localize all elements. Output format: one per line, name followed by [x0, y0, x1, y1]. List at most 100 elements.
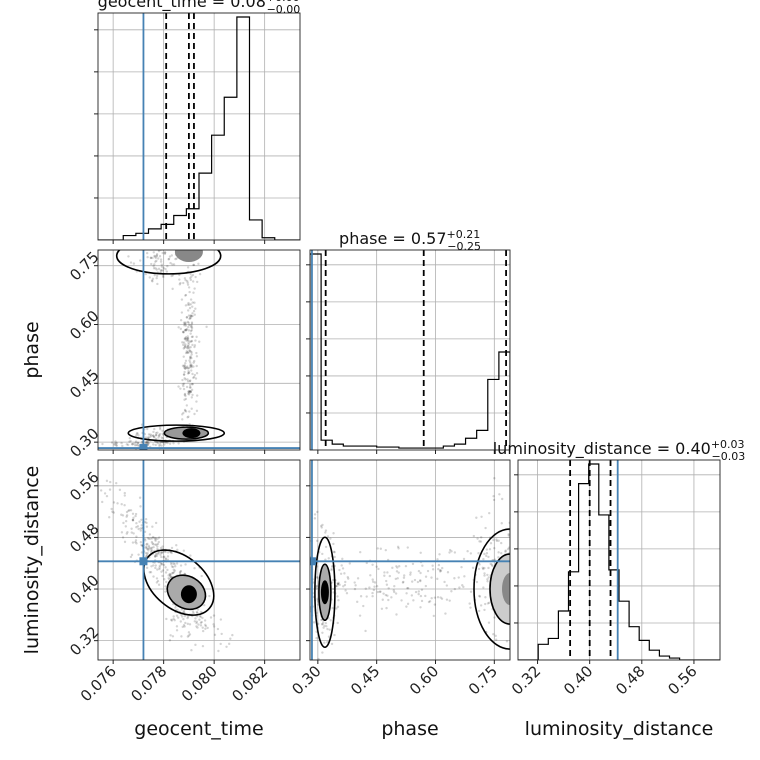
scatter-point — [375, 565, 378, 568]
scatter-point — [113, 442, 116, 445]
scatter-point — [493, 616, 496, 619]
scatter-point — [154, 555, 157, 558]
scatter-point — [513, 538, 515, 540]
scatter-point — [209, 616, 213, 619]
scatter-point — [332, 661, 334, 663]
scatter-point — [404, 564, 408, 568]
scatter-point — [161, 563, 164, 566]
scatter-point — [172, 615, 175, 618]
scatter-point — [193, 344, 197, 347]
scatter-point — [416, 580, 420, 584]
scatter-point — [183, 364, 186, 368]
scatter-point — [148, 571, 151, 574]
scatter-point — [194, 377, 198, 380]
reference-lines-layer — [98, 13, 619, 660]
scatter-point — [161, 429, 164, 433]
scatter-point — [193, 313, 196, 316]
scatter-point — [187, 321, 190, 324]
scatter-point — [204, 624, 208, 628]
scatter-point — [156, 547, 159, 551]
scatter-point — [151, 434, 155, 437]
scatter-point — [151, 280, 154, 283]
scatter-point — [441, 566, 444, 570]
scatter-point — [326, 627, 329, 631]
scatter-point — [186, 616, 189, 620]
scatter-point — [153, 273, 156, 277]
scatter-point — [150, 549, 153, 553]
scatter-point — [424, 584, 428, 588]
scatter-point — [137, 434, 140, 437]
scatter-point — [194, 275, 197, 279]
scatter-point — [176, 548, 179, 552]
scatter-point — [421, 564, 424, 567]
scatter-point — [483, 608, 486, 612]
scatter-point — [520, 549, 522, 551]
scatter-point — [145, 525, 149, 528]
scatter-point — [155, 433, 158, 437]
scatter-point — [419, 579, 422, 583]
scatter-point — [187, 390, 190, 393]
scatter-point — [115, 444, 118, 447]
x-axis-label-luminosity_distance: luminosity_distance — [525, 718, 714, 740]
scatter-point — [524, 550, 526, 552]
scatter-point — [192, 263, 195, 267]
scatter-point — [468, 602, 471, 605]
scatter-point — [448, 599, 451, 602]
scatter-point — [189, 314, 192, 318]
scatter-point — [148, 237, 150, 239]
scatter-point — [179, 570, 182, 573]
scatter-point — [121, 444, 124, 448]
density-contour — [127, 424, 226, 442]
scatter-point — [185, 350, 188, 353]
scatter-point — [169, 575, 172, 578]
scatter-point — [166, 551, 170, 554]
scatter-point — [149, 256, 153, 259]
scatter-point — [165, 617, 168, 621]
scatter-point — [469, 606, 472, 609]
scatter-point — [182, 347, 185, 350]
scatter-point — [161, 251, 164, 255]
panel-frames-layer — [94, 12, 721, 664]
scatter-point — [500, 522, 503, 525]
scatter-point — [487, 621, 491, 624]
scatter-point — [187, 415, 190, 418]
scatter-point — [186, 635, 190, 638]
scatter-point — [154, 539, 157, 542]
scatter-point — [330, 567, 333, 571]
scatter-point — [353, 581, 356, 584]
scatter-point — [505, 640, 509, 643]
scatter-point — [187, 345, 190, 348]
scatter-point — [191, 335, 194, 338]
scatter-point — [145, 543, 148, 546]
scatter-point — [125, 510, 129, 514]
x-tick-label-phase: 0.75 — [465, 662, 501, 698]
scatter-point — [345, 592, 349, 595]
scatter-point — [183, 324, 186, 327]
scatter-point — [185, 491, 187, 493]
x-tick-label-luminosity_distance: 0.56 — [664, 662, 700, 698]
scatter-point — [184, 397, 188, 401]
scatter-point — [181, 413, 184, 416]
scatter-point — [324, 529, 328, 532]
scatter-point — [157, 583, 161, 586]
scatter-point — [410, 594, 414, 597]
scatter-point — [134, 541, 137, 544]
scatter-point — [122, 521, 125, 525]
scatter-point — [346, 575, 349, 579]
scatter-point — [125, 443, 129, 446]
scatter-point — [166, 568, 169, 572]
scatter-point — [121, 536, 125, 539]
scatter-point — [103, 492, 107, 495]
scatter-point — [325, 624, 328, 628]
scatter-point — [155, 274, 159, 278]
scatter-point — [135, 443, 138, 447]
scatter-point — [401, 581, 405, 584]
scatter-point — [156, 552, 159, 555]
scatter-point — [189, 345, 192, 349]
scatter-point — [189, 298, 193, 301]
scatter-point — [437, 567, 440, 571]
scatter-point — [371, 563, 374, 566]
scatter-point — [184, 460, 186, 462]
title-sub: −0.03 — [712, 450, 746, 463]
scatter-point — [136, 444, 139, 447]
